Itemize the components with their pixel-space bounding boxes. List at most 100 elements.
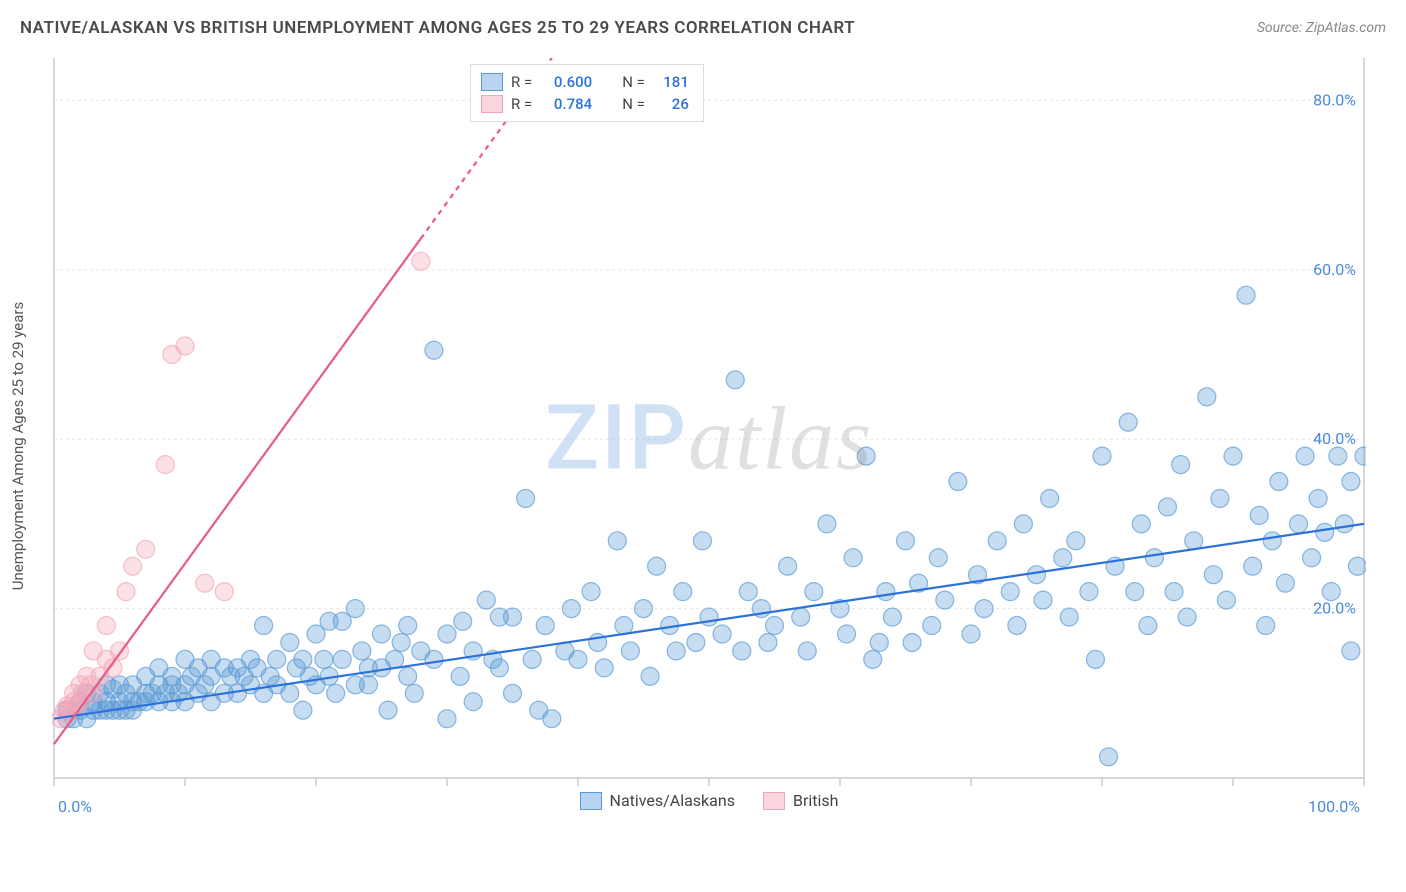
data-point: [268, 650, 286, 668]
data-point: [379, 701, 397, 719]
data-point: [674, 583, 692, 601]
legend-r-label: R =: [511, 73, 532, 91]
data-point: [1126, 583, 1144, 601]
data-point: [975, 600, 993, 618]
legend-n-value: 26: [653, 95, 689, 113]
data-point: [1204, 566, 1222, 584]
data-point: [641, 667, 659, 685]
data-point: [759, 633, 777, 651]
scatter-plot: 20.0%40.0%60.0%80.0%0.0%100.0%: [52, 58, 1366, 818]
data-point: [870, 633, 888, 651]
data-point: [1119, 413, 1137, 431]
chart-title: NATIVE/ALASKAN VS BRITISH UNEMPLOYMENT A…: [20, 18, 855, 38]
data-point: [1093, 447, 1111, 465]
data-point: [353, 642, 371, 660]
data-point: [281, 633, 299, 651]
legend-r-value: 0.600: [540, 73, 592, 91]
data-point: [536, 617, 554, 635]
data-point: [333, 650, 351, 668]
chart-area: 20.0%40.0%60.0%80.0%0.0%100.0% ZIPatlas …: [52, 58, 1366, 818]
data-point: [490, 659, 508, 677]
data-point: [1132, 515, 1150, 533]
data-point: [392, 633, 410, 651]
data-point: [693, 532, 711, 550]
data-point: [425, 341, 443, 359]
data-point: [97, 617, 115, 635]
data-point: [156, 456, 174, 474]
data-point: [988, 532, 1006, 550]
data-point: [517, 489, 535, 507]
data-point: [1217, 591, 1235, 609]
data-point: [1329, 447, 1347, 465]
data-point: [648, 557, 666, 575]
data-point: [1178, 608, 1196, 626]
data-point: [294, 701, 312, 719]
data-point: [635, 600, 653, 618]
data-point: [923, 617, 941, 635]
data-point: [543, 710, 561, 728]
series-legend-item: Natives/Alaskans: [580, 791, 735, 810]
data-point: [523, 650, 541, 668]
data-point: [1250, 506, 1268, 524]
data-point: [857, 447, 875, 465]
data-point: [621, 642, 639, 660]
data-point: [1224, 447, 1242, 465]
data-point: [1257, 617, 1275, 635]
legend-row: R = 0.600 N = 181: [481, 71, 689, 93]
data-point: [713, 625, 731, 643]
legend-row: R = 0.784 N = 26: [481, 93, 689, 115]
data-point: [1290, 515, 1308, 533]
legend-n-label: N =: [622, 95, 645, 113]
data-point: [805, 583, 823, 601]
data-point: [504, 608, 522, 626]
data-point: [255, 617, 273, 635]
series-name: Natives/Alaskans: [610, 791, 735, 810]
series-name: British: [793, 791, 838, 810]
data-point: [1028, 566, 1046, 584]
data-point: [1342, 473, 1360, 491]
data-point: [1100, 748, 1118, 766]
y-tick-label: 20.0%: [1313, 599, 1356, 618]
y-axis-label: Unemployment Among Ages 25 to 29 years: [9, 302, 27, 590]
data-point: [877, 583, 895, 601]
data-point: [779, 557, 797, 575]
data-point: [196, 574, 214, 592]
legend-n-label: N =: [622, 73, 645, 91]
data-point: [667, 642, 685, 660]
legend-r-label: R =: [511, 95, 532, 113]
data-point: [582, 583, 600, 601]
data-point: [903, 633, 921, 651]
data-point: [438, 710, 456, 728]
data-point: [399, 667, 417, 685]
data-point: [477, 591, 495, 609]
legend-swatch: [763, 792, 785, 810]
legend-swatch: [481, 73, 503, 91]
data-point: [838, 625, 856, 643]
data-point: [454, 612, 472, 630]
data-point: [1172, 456, 1190, 474]
chart-source: Source: ZipAtlas.com: [1257, 20, 1386, 36]
data-point: [1139, 617, 1157, 635]
data-point: [700, 608, 718, 626]
data-point: [315, 650, 333, 668]
data-point: [386, 650, 404, 668]
data-point: [1276, 574, 1294, 592]
data-point: [936, 591, 954, 609]
data-point: [438, 625, 456, 643]
data-point: [117, 583, 135, 601]
data-point: [1034, 591, 1052, 609]
data-point: [1355, 447, 1366, 465]
legend-swatch: [580, 792, 602, 810]
series-legend-item: British: [763, 791, 838, 810]
data-point: [1159, 498, 1177, 516]
data-point: [399, 617, 417, 635]
data-point: [1008, 617, 1026, 635]
data-point: [1263, 532, 1281, 550]
data-point: [883, 608, 901, 626]
data-point: [1041, 489, 1059, 507]
data-point: [1309, 489, 1327, 507]
data-point: [1237, 286, 1255, 304]
data-point: [451, 667, 469, 685]
data-point: [595, 659, 613, 677]
data-point: [1145, 549, 1163, 567]
